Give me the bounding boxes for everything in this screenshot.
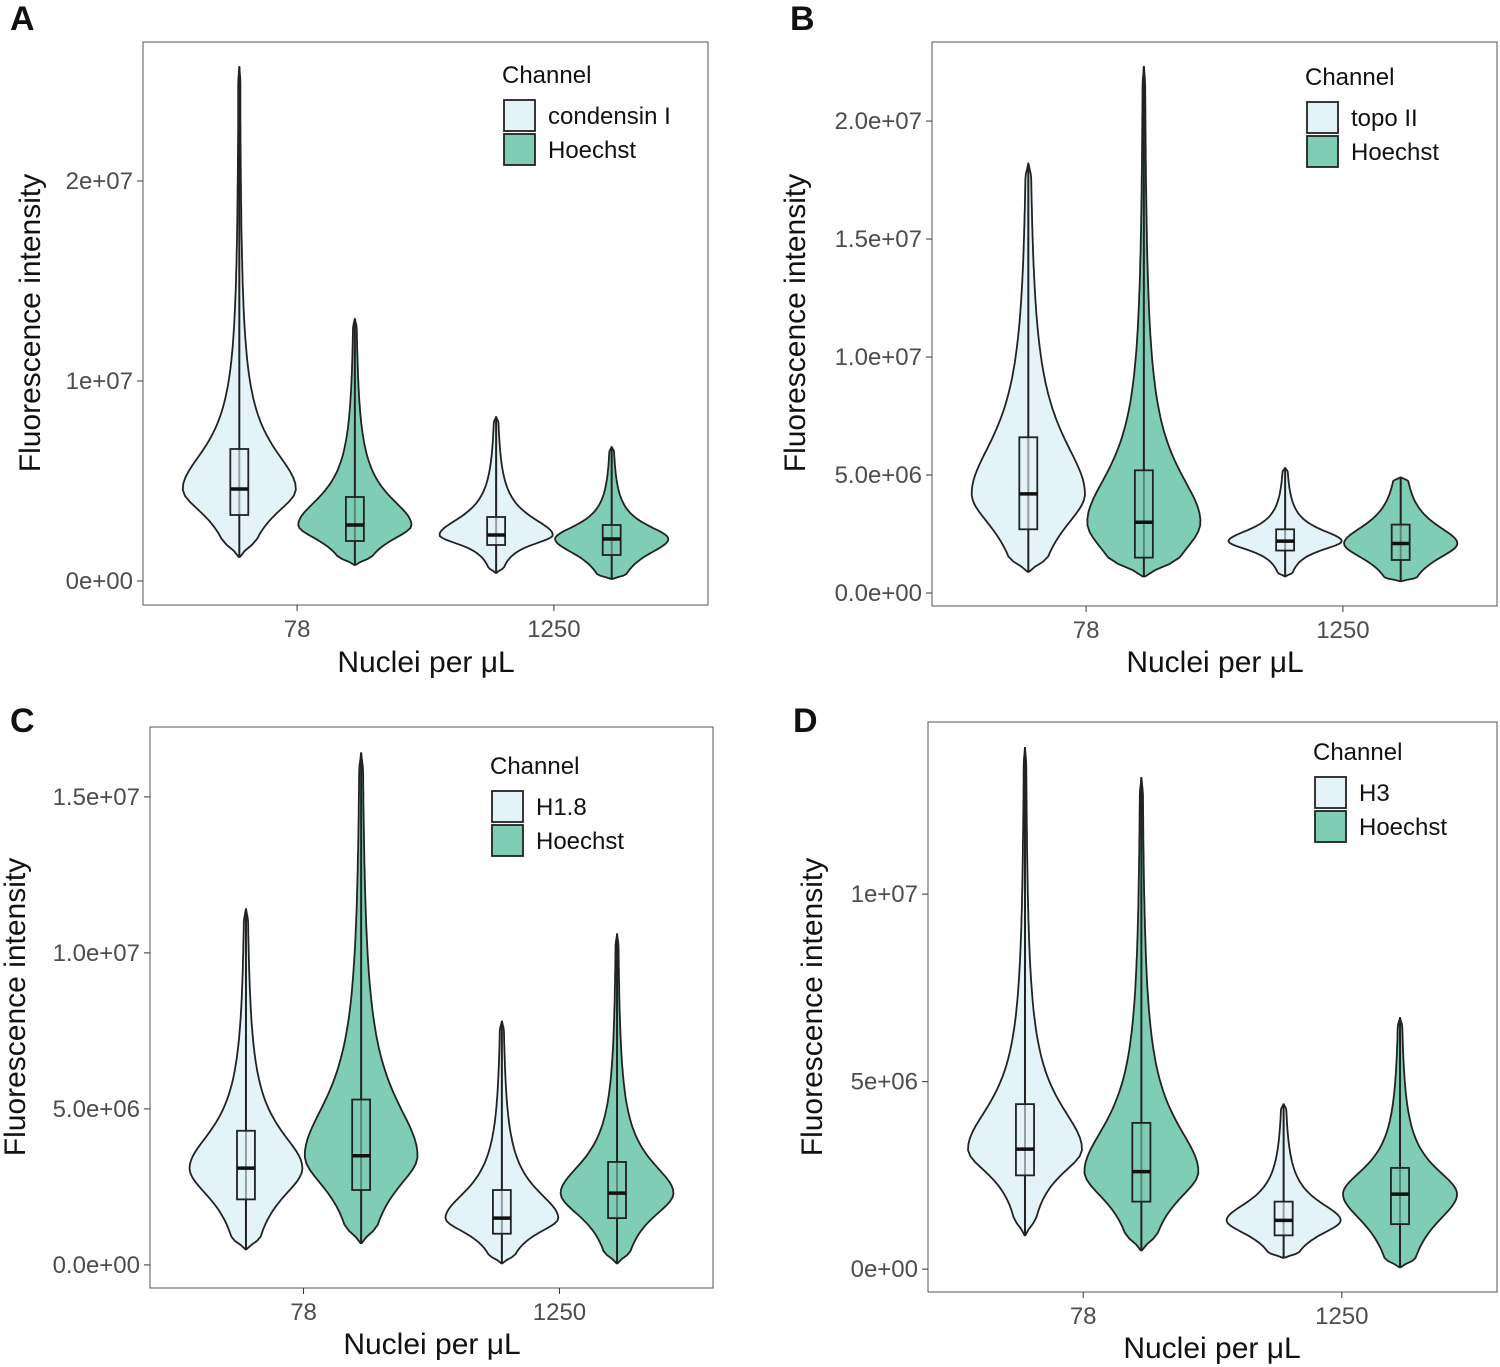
legend-title: Channel	[1313, 739, 1402, 766]
legend-key	[503, 99, 536, 132]
box	[1390, 1166, 1410, 1226]
x-tick-label: 1250	[533, 1299, 586, 1326]
box	[344, 496, 365, 542]
box	[1018, 436, 1039, 531]
box	[236, 1129, 256, 1201]
legend-label: Hoechst	[1351, 139, 1439, 166]
y-tick-label: 0.0e+00	[835, 580, 922, 607]
legend-label: H3	[1359, 780, 1390, 807]
x-tick-label: 78	[1073, 617, 1100, 644]
plot-panel	[931, 41, 1498, 607]
y-tick-label: 1.5e+07	[53, 784, 140, 811]
legend-title: Channel	[1305, 64, 1394, 91]
y-tick-label: 0e+00	[66, 568, 133, 595]
y-tick-label: 5.0e+06	[53, 1096, 140, 1123]
box	[229, 448, 250, 516]
y-tick-label: 1e+07	[66, 368, 133, 395]
legend-key	[1314, 810, 1347, 843]
legend-label: Hoechst	[536, 828, 624, 855]
legend-label: condensin I	[548, 103, 671, 130]
y-axis-title: Fluorescence intensity	[0, 858, 32, 1156]
legend-label: Hoechst	[548, 137, 636, 164]
x-tick-label: 1250	[1315, 1303, 1368, 1330]
x-axis-title: Nuclei per μL	[337, 646, 514, 679]
x-tick-label: 78	[284, 616, 311, 643]
y-axis-title: Fluorescence intensity	[779, 174, 812, 472]
box	[492, 1189, 512, 1235]
y-tick-label: 1.5e+07	[835, 226, 922, 253]
panel-label: B	[790, 0, 815, 38]
y-axis-title: Fluorescence intensity	[14, 174, 47, 472]
legend-key	[1306, 135, 1339, 168]
x-tick-label: 1250	[1316, 617, 1369, 644]
panel-label: D	[793, 702, 818, 740]
y-tick-label: 0e+00	[851, 1256, 918, 1283]
box	[1273, 1200, 1294, 1237]
box	[1133, 469, 1154, 559]
x-tick-label: 1250	[527, 616, 580, 643]
legend-label: H1.8	[536, 794, 587, 821]
y-tick-label: 1.0e+07	[835, 344, 922, 371]
y-tick-label: 1e+07	[851, 881, 918, 908]
legend-key	[1314, 776, 1347, 809]
panel-label: C	[10, 702, 35, 740]
y-tick-label: 2.0e+07	[835, 108, 922, 135]
y-tick-label: 5.0e+06	[835, 462, 922, 489]
x-tick-label: 78	[1070, 1303, 1097, 1330]
plot-panel	[927, 721, 1498, 1293]
y-axis-title: Fluorescence intensity	[796, 858, 829, 1156]
plot-panel	[149, 726, 714, 1289]
plot-panel	[142, 41, 709, 606]
legend-title: Channel	[502, 62, 591, 89]
box	[1131, 1121, 1152, 1203]
y-tick-label: 5e+06	[851, 1069, 918, 1096]
legend-label: Hoechst	[1359, 814, 1447, 841]
legend-title: Channel	[490, 753, 579, 780]
x-axis-title: Nuclei per μL	[1126, 646, 1303, 679]
x-axis-title: Nuclei per μL	[1123, 1332, 1300, 1365]
x-tick-label: 78	[290, 1299, 317, 1326]
legend-label: topo II	[1351, 105, 1418, 132]
legend-key	[1306, 101, 1339, 134]
x-axis-title: Nuclei per μL	[343, 1328, 520, 1361]
y-tick-label: 0.0e+00	[53, 1252, 140, 1279]
legend-key	[491, 790, 524, 823]
legend-key	[503, 133, 536, 166]
y-tick-label: 2e+07	[66, 168, 133, 195]
legend-key	[491, 824, 524, 857]
y-tick-label: 1.0e+07	[53, 940, 140, 967]
box	[607, 1161, 627, 1220]
panel-label: A	[10, 0, 35, 38]
box	[351, 1098, 371, 1191]
box	[1015, 1103, 1035, 1177]
box	[486, 516, 507, 546]
